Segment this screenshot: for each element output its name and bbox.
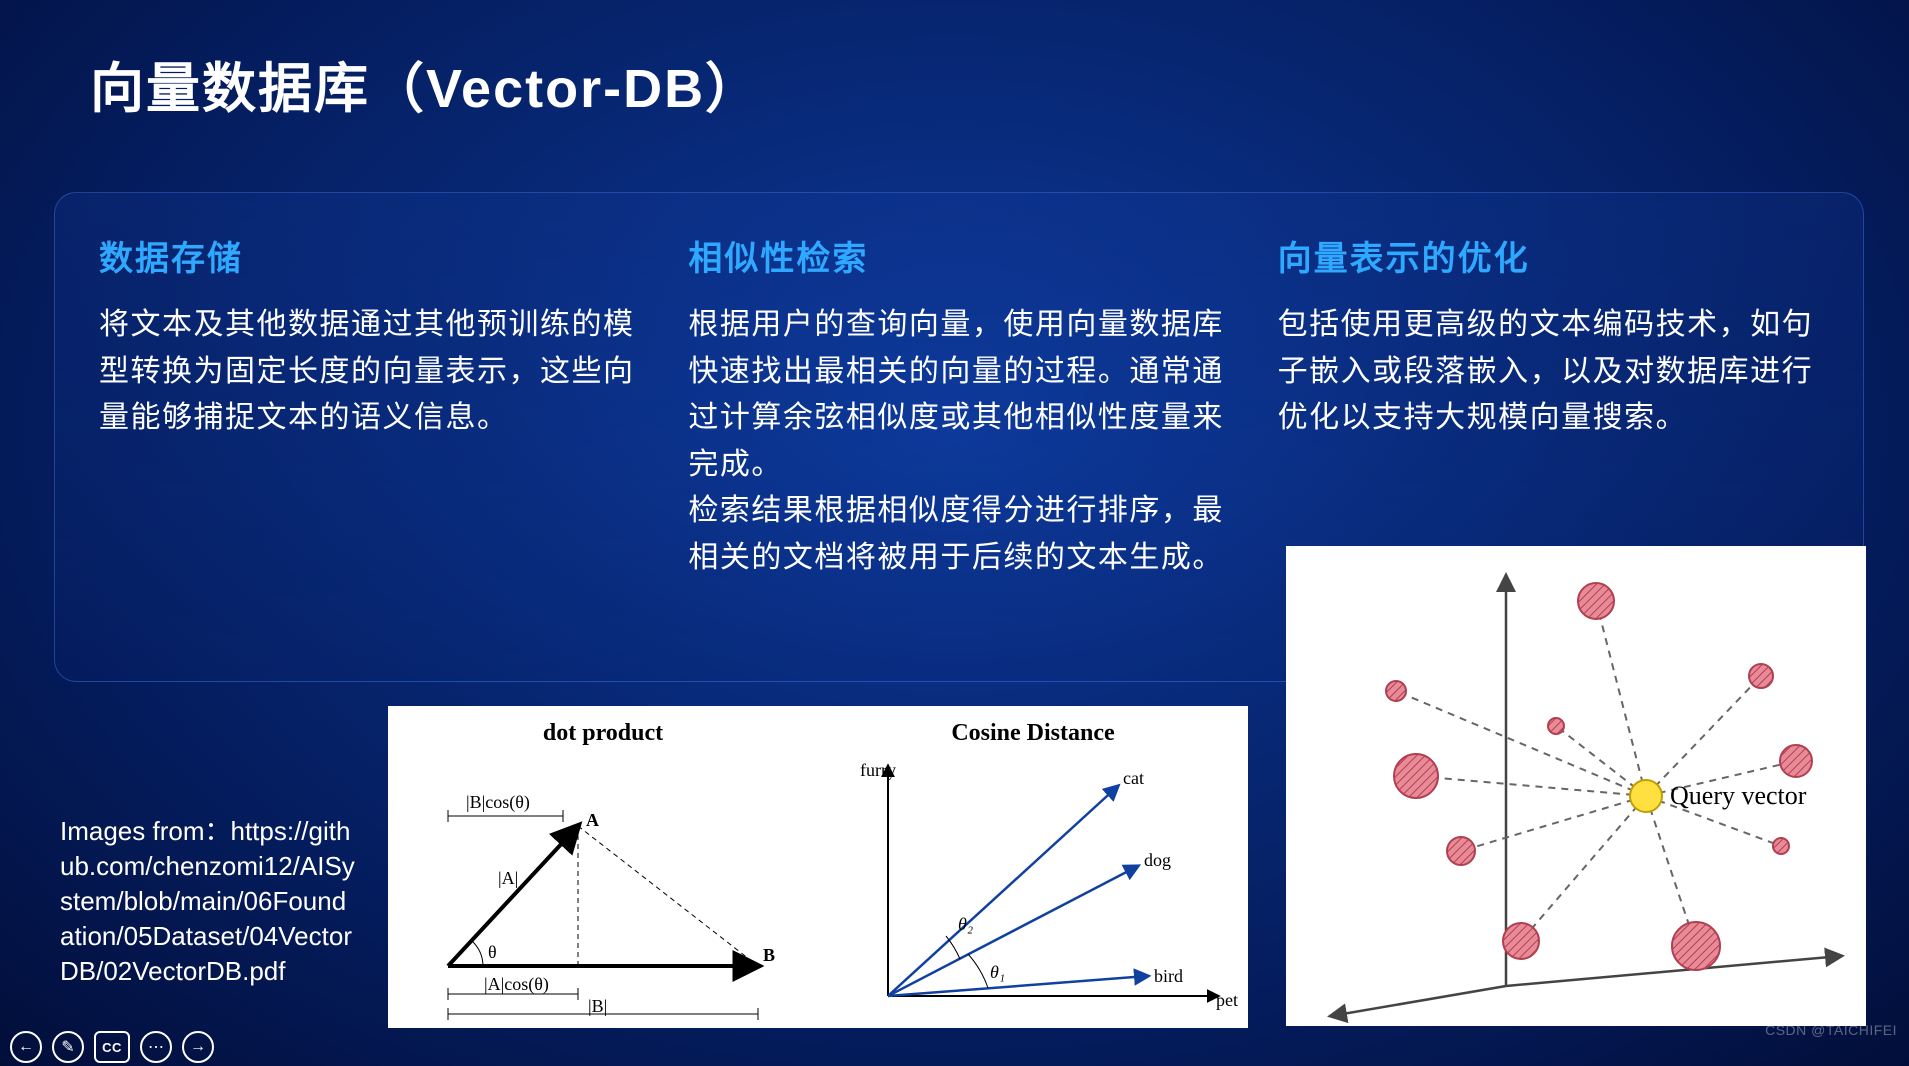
diagram-title: dot product [388, 720, 818, 747]
diagram-dot-product: dot product [388, 706, 818, 1028]
data-point [1672, 922, 1720, 970]
player-controls: ← ✎ CC ⋯ → [0, 1028, 1909, 1066]
edit-button[interactable]: ✎ [52, 1031, 84, 1063]
axis-line [1331, 986, 1506, 1016]
data-point [1749, 664, 1773, 688]
cc-button[interactable]: CC [94, 1031, 130, 1063]
diagram-query-vector: Query vector [1286, 546, 1866, 1026]
distance-line [1461, 796, 1646, 851]
image-source-caption: Images from：https://github.com/chenzomi1… [60, 814, 360, 989]
column-similarity-search: 相似性检索 根据用户的查询向量，使用向量数据库快速找出最相关的向量的过程。通常通… [688, 231, 1229, 651]
axis-line [1506, 956, 1841, 986]
distance-line [1596, 601, 1646, 796]
label-vector-b: B [763, 945, 775, 965]
distance-line [1521, 796, 1646, 941]
distance-line [1556, 726, 1646, 796]
label-bcos: |B|cos(θ) [466, 792, 530, 813]
data-point [1386, 681, 1406, 701]
vector-label-dog: dog [1144, 850, 1171, 870]
vector-label-cat: cat [1123, 768, 1144, 788]
column-body: 根据用户的查询向量，使用向量数据库快速找出最相关的向量的过程。通常通过计算余弦相… [688, 302, 1229, 581]
data-point [1447, 837, 1475, 865]
data-point [1548, 718, 1564, 734]
query-vector-label: Query vector [1670, 781, 1807, 810]
distance-line [1646, 676, 1761, 796]
data-point [1578, 583, 1614, 619]
label-theta: θ [488, 942, 497, 962]
axis-label-furry: furry [860, 760, 896, 780]
distance-line [1416, 776, 1646, 796]
prev-button[interactable]: ← [10, 1031, 42, 1063]
column-title: 向量表示的优化 [1278, 231, 1819, 280]
column-title: 相似性检索 [688, 231, 1229, 280]
diagram-dot-cosine: dot product [388, 706, 1248, 1028]
data-point [1503, 923, 1539, 959]
column-body: 包括使用更高级的文本编码技术，如句子嵌入或段落嵌入，以及对数据库进行优化以支持大… [1278, 302, 1819, 442]
next-button[interactable]: → [182, 1031, 214, 1063]
diagram-title: Cosine Distance [818, 720, 1248, 747]
data-point [1394, 754, 1438, 798]
slide-title: 向量数据库（Vector-DB） [90, 44, 761, 123]
label-abs-b: |B| [588, 996, 607, 1016]
diagram-cosine-distance: Cosine Distance furry pet ca [818, 706, 1248, 1028]
data-point [1780, 745, 1812, 777]
column-body: 将文本及其他数据通过其他预训练的模型转换为固定长度的向量表示，这些向量能够捕捉文… [99, 302, 640, 442]
label-theta2: θ₂ [958, 914, 973, 934]
data-point [1773, 838, 1789, 854]
label-abs-a: |A| [498, 868, 518, 888]
more-button[interactable]: ⋯ [140, 1031, 172, 1063]
label-theta1: θ₁ [990, 962, 1005, 982]
column-data-storage: 数据存储 将文本及其他数据通过其他预训练的模型转换为固定长度的向量表示，这些向量… [99, 231, 640, 651]
column-title: 数据存储 [99, 231, 640, 280]
query-point [1630, 780, 1662, 812]
vector-label-bird: bird [1154, 966, 1183, 986]
label-acos: |A|cos(θ) [484, 974, 549, 995]
label-vector-a: A [586, 810, 599, 830]
axis-label-pet: pet [1216, 990, 1238, 1010]
